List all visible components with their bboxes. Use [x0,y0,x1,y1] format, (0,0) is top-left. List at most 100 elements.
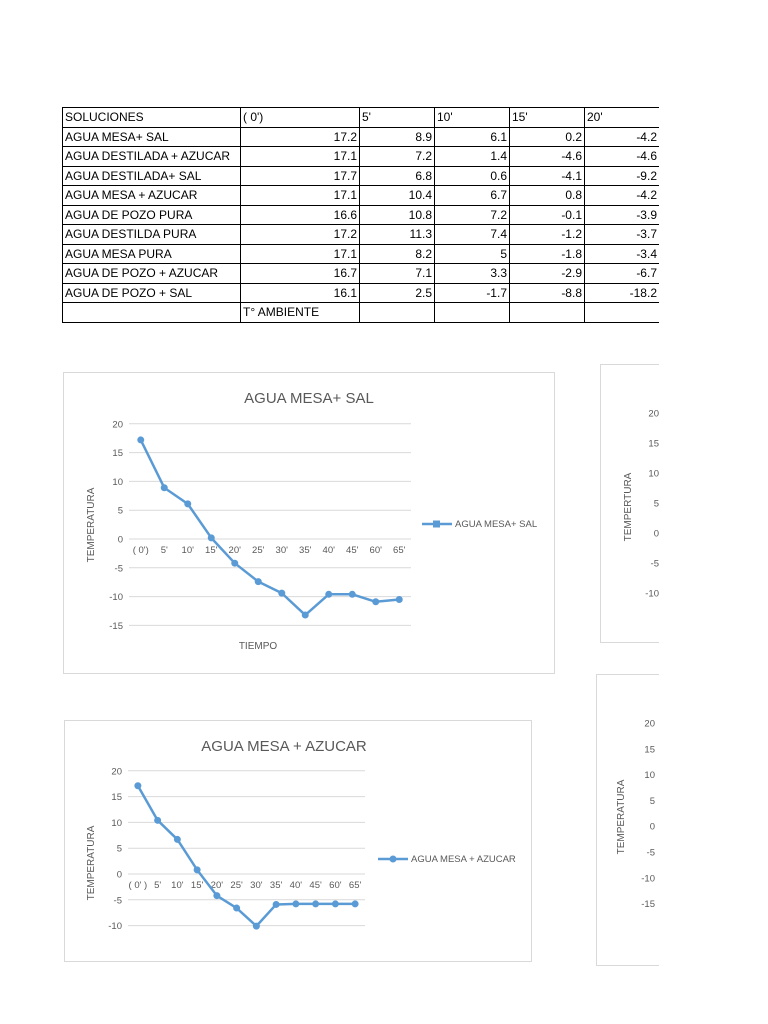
table-cell: -6.7 [584,263,660,284]
table-cell: 10.8 [359,204,435,225]
y-tick-label: -10 [641,873,655,884]
y-tick-label: 0 [117,870,122,881]
row-label: AGUA DE POZO + AZUCAR [62,263,241,284]
grid-lines [129,423,411,626]
table-cell: 6.8 [359,165,435,186]
table-cell: -1.7 [434,282,510,303]
y-tick-label: 5 [118,506,123,517]
table-cell: 2.5 [359,282,435,303]
data-point [233,904,241,912]
table-cell: -3.4 [584,243,660,264]
data-point [193,866,201,874]
grid-lines [128,770,365,927]
table-cell: -0.1 [509,204,585,225]
y-tick-label: 10 [112,477,123,488]
data-point [272,900,280,908]
table-cell: 16.1 [240,282,360,303]
table-cell: 11.3 [359,224,435,245]
table-cell: -4.2 [584,185,660,206]
y-tick-label: 15 [111,792,122,803]
y-tick-label: -10 [109,592,123,603]
table-row: AGUA MESA + AZUCAR 17.1 10.4 6.7 0.8 -4.… [62,185,660,206]
legend-marker [389,855,397,863]
chart-canvas: 20 15 10 5 0 -5 -10 -15 TEMPERATURA [616,719,655,911]
table-row: AGUA DESTILDA PURA 17.2 11.3 7.4 -1.2 -3… [62,224,660,245]
y-tick-label: 20 [648,409,659,420]
data-point [173,835,181,843]
table-row: AGUA DE POZO + SAL 16.1 2.5 -1.7 -8.8 -1… [62,282,660,303]
table-cell: 17.2 [240,224,360,245]
x-tick-label: 10' [171,880,184,891]
data-point [372,598,380,606]
y-tick-label: 10 [644,770,655,781]
table-header-row: SOLUCIONES ( 0') 5' 10' 15' 20' [62,107,660,128]
table-cell [434,302,510,323]
y-tick-label: 15 [112,448,123,459]
y-tick-label: 0 [650,822,655,833]
data-point [184,500,192,508]
legend: AGUA MESA + AZUCAR [378,854,516,865]
row-label: AGUA MESA + AZUCAR [62,185,241,206]
y-tick-label: 10 [111,818,122,829]
data-point [134,782,142,790]
data-point [231,559,239,567]
chart-agua-mesa-sal[interactable]: AGUA MESA+ SAL 20 15 10 5 0 -5 -10 -15 ( 0') 5' 1… [63,372,555,674]
y-tick-label: 20 [644,719,655,730]
chart-canvas: AGUA MESA + AZUCAR 20 15 10 5 0 -5 -10 ( 0' ) 5… [86,738,516,932]
table-footer-row: T° AMBIENTE [62,302,660,323]
data-point [278,589,286,597]
table-cell: 7.4 [434,224,510,245]
series-polyline [139,439,400,617]
table-cell: -3.9 [584,204,660,225]
table-row: AGUA DE POZO PURA 16.6 10.8 7.2 -0.1 -3.… [62,204,660,225]
row-label: AGUA DESTILADA+ SAL [62,165,241,186]
table-row: AGUA MESA PURA 17.1 8.2 5 -1.8 -3.4 [62,243,660,264]
row-label: AGUA MESA+ SAL [62,126,241,147]
x-tick-label: 65' [349,880,362,891]
page-edge-mask [659,0,768,1024]
x-tick-label: 60' [329,880,342,891]
y-tick-label: 15 [644,744,655,755]
series-polyline [136,785,356,928]
y-axis-title: TEMPERTURA [623,472,634,541]
chart-agua-mesa-azucar[interactable]: AGUA MESA + AZUCAR 20 15 10 5 0 -5 -10 ( 0' ) 5… [64,720,532,962]
chart-canvas: 20 15 10 5 0 -5 -10 TEMPERTURA [623,409,659,600]
table-cell: -2.9 [509,263,585,284]
table-cell: -1.8 [509,243,585,264]
x-tick-label: ( 0' ) [129,880,148,891]
x-tick-label: 5' [161,545,168,556]
table-cell: 5 [434,243,510,264]
y-tick-label: 0 [118,535,123,546]
table-cell: -18.2 [584,282,660,303]
row-label: AGUA DE POZO + SAL [62,282,241,303]
table-header-cell: ( 0') [240,107,360,128]
x-tick-label: 45' [346,545,359,556]
table-header-cell: 5' [359,107,435,128]
table-cell: 3.3 [434,263,510,284]
x-tick-label: 40' [290,880,303,891]
x-tick-label: 35' [270,880,283,891]
table-cell: -4.6 [584,146,660,167]
table-cell: 6.1 [434,126,510,147]
data-point [312,900,320,908]
table-cell: 0.6 [434,165,510,186]
y-tick-label: 10 [648,469,659,480]
y-tick-label: 0 [654,529,659,540]
table-cell: 7.1 [359,263,435,284]
y-tick-label: -5 [651,559,659,570]
table-cell: -4.6 [509,146,585,167]
y-tick-label: 15 [648,439,659,450]
row-label: AGUA MESA PURA [62,243,241,264]
y-tick-label: 20 [112,419,123,430]
y-tick-label: -5 [647,848,655,859]
chart-title: AGUA MESA+ SAL [244,390,374,407]
table-row: AGUA MESA+ SAL 17.2 8.9 6.1 0.2 -4.2 [62,126,660,147]
data-point [137,436,145,444]
x-tick-label: 60' [370,545,383,556]
table-cell: 17.7 [240,165,360,186]
x-tick-label: 30' [276,545,289,556]
y-tick-label: -5 [115,563,123,574]
y-axis-title: TEMPERATURA [616,779,627,854]
series-line [134,782,359,930]
table-header-cell: 20' [584,107,660,128]
